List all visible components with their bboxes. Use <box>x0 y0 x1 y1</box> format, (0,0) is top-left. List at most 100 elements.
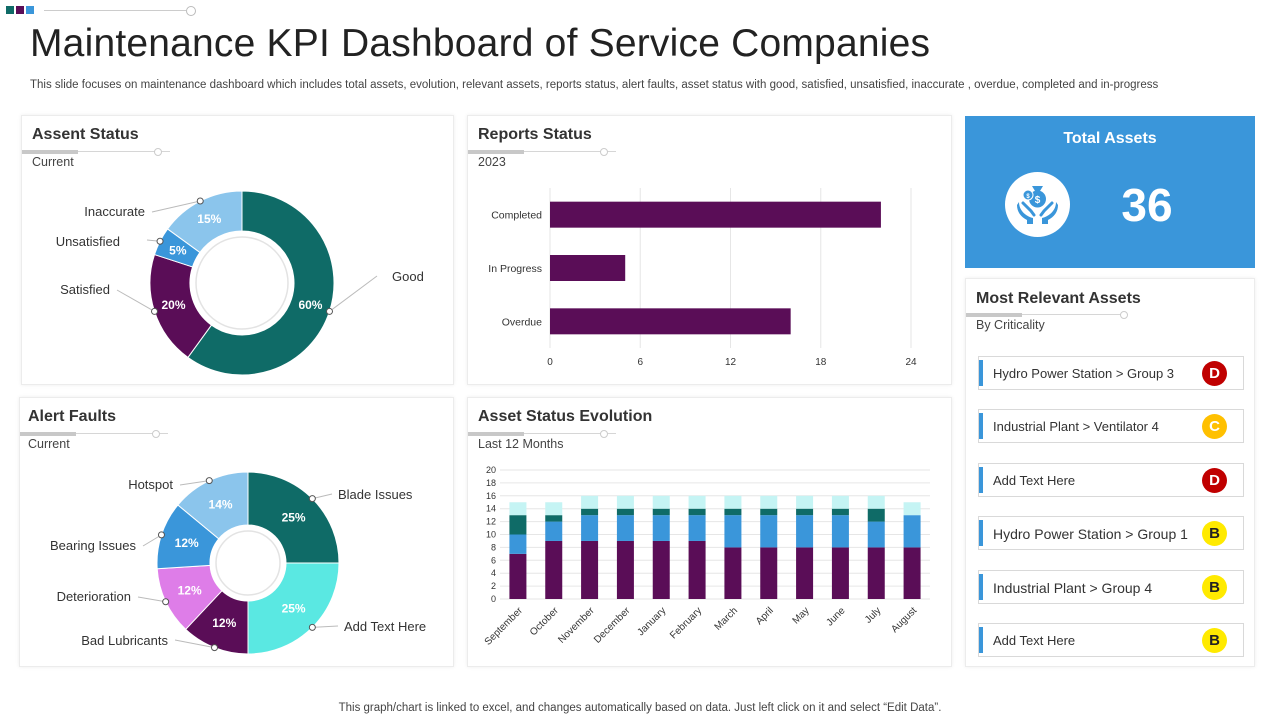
x-tick-label: August <box>889 605 919 635</box>
y-tick-label: 4 <box>491 568 496 578</box>
y-tick-label: In Progress <box>488 263 542 275</box>
stacked-bar-segment[interactable] <box>688 495 706 509</box>
stacked-bar-segment[interactable] <box>724 515 742 548</box>
slice-value-label: 12% <box>178 583 202 597</box>
panel-subtitle: Current <box>32 155 74 169</box>
pie-slice-good[interactable] <box>187 190 335 376</box>
stacked-bar-segment[interactable] <box>545 521 563 541</box>
x-tick-label: 12 <box>725 357 737 368</box>
x-tick-label: January <box>635 605 668 638</box>
stacked-bar-segment[interactable] <box>616 495 634 509</box>
stacked-bar-segment[interactable] <box>867 547 885 599</box>
relevant-asset-label: Industrial Plant > Group 4 <box>993 580 1153 596</box>
stacked-bar-segment[interactable] <box>616 540 634 599</box>
leader-dot <box>211 644 219 652</box>
stacked-bar-segment[interactable] <box>652 515 670 541</box>
stacked-bar-segment[interactable] <box>581 540 599 599</box>
stacked-bar-segment[interactable] <box>796 495 814 509</box>
stacked-bar-segment[interactable] <box>616 508 634 516</box>
stacked-bar-segment[interactable] <box>796 547 814 599</box>
stacked-bar-segment[interactable] <box>724 495 742 509</box>
slice-label: Blade Issues <box>338 487 413 502</box>
slice-value-label: 5% <box>169 243 187 257</box>
x-tick-label: June <box>824 605 847 628</box>
pie-slice-inaccurate[interactable] <box>166 190 243 254</box>
x-tick-label: April <box>754 605 776 627</box>
slice-label: Satisfied <box>60 282 110 297</box>
stacked-bar-segment[interactable] <box>867 521 885 548</box>
stacked-bar-segment[interactable] <box>509 502 527 516</box>
stacked-bar-segment[interactable] <box>652 540 670 599</box>
stacked-bar-segment[interactable] <box>724 547 742 599</box>
stacked-bar-segment[interactable] <box>652 495 670 509</box>
evolution-chart[interactable]: 0 2 4 6 8 10 12 14 16 18 20 September OctoberNovembe… <box>468 398 953 668</box>
stacked-bar-segment[interactable] <box>724 508 742 516</box>
stacked-bar-segment[interactable] <box>903 502 921 516</box>
stacked-bar-segment[interactable] <box>903 515 921 548</box>
relevant-asset-label: Add Text Here <box>993 633 1076 648</box>
stacked-bar-segment[interactable] <box>545 515 563 522</box>
stacked-bar-segment[interactable] <box>509 534 527 554</box>
panel-title-underline <box>468 148 618 157</box>
pie-slice-add-text-here[interactable] <box>247 562 340 655</box>
stacked-bar-segment[interactable] <box>688 540 706 599</box>
stacked-bar-segment[interactable] <box>545 540 563 599</box>
reports-status-chart[interactable]: 0 6 12 18 24 Completed In Progress Overdue <box>468 116 953 386</box>
decor-dot <box>186 6 196 16</box>
alert-faults-chart[interactable]: 25% Blade Issues 25% Add Text Here 12% Bad Lu… <box>20 398 455 668</box>
relevant-asset-row[interactable]: Hydro Power Station > Group 3 D <box>978 356 1244 390</box>
alert-faults-panel: Alert Faults Current 25% Blade Issues 25% A… <box>19 397 454 667</box>
stacked-bar-segment[interactable] <box>688 515 706 541</box>
stacked-bar-segment[interactable] <box>581 508 599 516</box>
stacked-bar-segment[interactable] <box>796 508 814 516</box>
slice-label: Bad Lubricants <box>81 633 168 648</box>
stacked-bar-segment[interactable] <box>867 508 885 522</box>
row-accent-bar <box>979 574 983 600</box>
bar-completed[interactable] <box>550 201 881 228</box>
stacked-bar-segment[interactable] <box>867 495 885 509</box>
stacked-bar-segment[interactable] <box>760 508 778 516</box>
panel-title: Most Relevant Assets <box>976 290 1141 307</box>
y-tick-label: 12 <box>486 517 496 527</box>
x-tick-label: September <box>483 605 526 648</box>
panel-subtitle: 2023 <box>478 155 506 169</box>
relevant-asset-row[interactable]: Hydro Power Station > Group 1 B <box>978 516 1244 550</box>
y-tick-label: Overdue <box>502 316 542 328</box>
leader-dot <box>196 197 204 205</box>
relevant-asset-row[interactable]: Add Text Here B <box>978 623 1244 657</box>
stacked-bar-segment[interactable] <box>831 515 849 548</box>
pie-slice-blade-issues[interactable] <box>247 471 340 564</box>
stacked-bar-segment[interactable] <box>903 547 921 599</box>
relevant-asset-row[interactable]: Industrial Plant > Ventilator 4 C <box>978 409 1244 443</box>
pie-slice-hotspot[interactable] <box>177 471 249 540</box>
stacked-bar-segment[interactable] <box>616 515 634 541</box>
stacked-bar-segment[interactable] <box>688 508 706 516</box>
stacked-bar-segment[interactable] <box>652 508 670 516</box>
asset-status-chart[interactable]: 60% Good 20% Satisfied 5% Unsatisfied 15% Inacc… <box>22 116 455 386</box>
stacked-bar-segment[interactable] <box>545 502 563 516</box>
slice-label: Hotspot <box>128 477 173 492</box>
relevant-assets-panel: Most Relevant Assets By Criticality Hydr… <box>965 278 1255 667</box>
leader-dot <box>325 307 333 315</box>
bar-overdue[interactable] <box>550 308 791 335</box>
stacked-bar-segment[interactable] <box>509 515 527 535</box>
stacked-bar-segment[interactable] <box>760 515 778 548</box>
stacked-bar-segment[interactable] <box>581 515 599 541</box>
stacked-bar-segment[interactable] <box>831 495 849 509</box>
stacked-bar-segment[interactable] <box>760 547 778 599</box>
svg-text:$: $ <box>1026 194 1030 200</box>
relevant-asset-row[interactable]: Add Text Here D <box>978 463 1244 497</box>
stacked-bar-segment[interactable] <box>760 495 778 509</box>
relevant-asset-label: Industrial Plant > Ventilator 4 <box>993 419 1159 434</box>
x-tick-label: November <box>556 605 597 646</box>
relevant-asset-row[interactable]: Industrial Plant > Group 4 B <box>978 570 1244 604</box>
stacked-bar-segment[interactable] <box>581 495 599 509</box>
bar-in-progress[interactable] <box>550 255 626 281</box>
stacked-bar-segment[interactable] <box>509 553 527 599</box>
criticality-badge: D <box>1202 361 1227 386</box>
slice-label: Inaccurate <box>84 204 145 219</box>
stacked-bar-segment[interactable] <box>796 515 814 548</box>
slice-label: Add Text Here <box>344 619 426 634</box>
stacked-bar-segment[interactable] <box>831 508 849 516</box>
stacked-bar-segment[interactable] <box>831 547 849 599</box>
